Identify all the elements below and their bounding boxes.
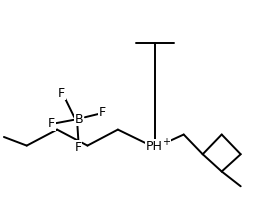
Text: F: F: [74, 141, 82, 154]
Text: F: F: [48, 117, 55, 130]
Text: F: F: [99, 106, 106, 119]
Text: B: B: [75, 113, 83, 126]
Text: F: F: [58, 87, 65, 100]
Text: PH: PH: [146, 140, 163, 153]
Text: +: +: [162, 137, 170, 147]
